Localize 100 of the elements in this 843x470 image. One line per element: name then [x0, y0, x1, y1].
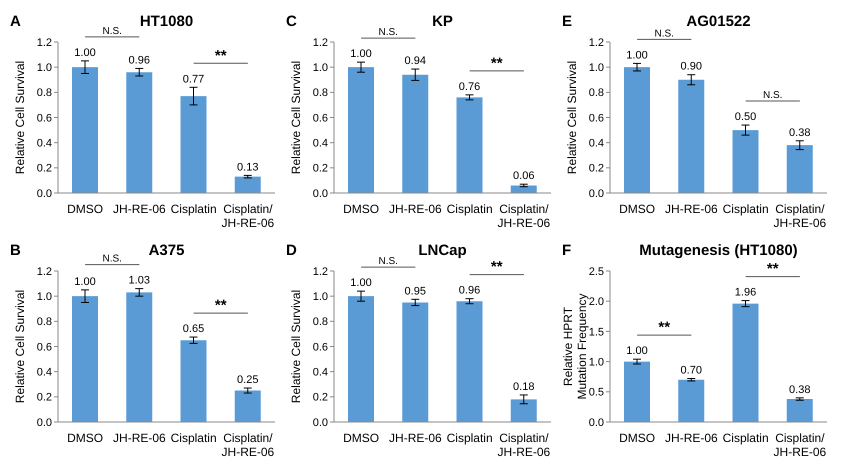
y-tick-label: 1.2 [312, 36, 328, 49]
x-tick-label: Cisplatin [170, 431, 217, 445]
bar [624, 362, 650, 422]
data-label: 0.90 [680, 60, 702, 73]
bar [126, 72, 152, 193]
data-label: 0.65 [182, 323, 204, 336]
bar [180, 340, 206, 422]
data-label: 0.38 [789, 126, 810, 139]
y-tick-label: 0.2 [36, 162, 52, 175]
bar [732, 130, 758, 193]
data-label: 1.96 [734, 286, 756, 299]
text: N.S. [654, 28, 674, 40]
data-label: 0.96 [128, 54, 150, 66]
y-tick-label: 0.4 [36, 366, 52, 379]
x-tick-label: DMSO [343, 202, 380, 216]
data-label: 0.77 [182, 73, 204, 86]
y-tick-label: 0.4 [588, 138, 604, 150]
text: F [562, 242, 572, 259]
data-label: 0.76 [458, 80, 480, 93]
x-tick-label: Cisplatin/JH-RE-06 [774, 202, 827, 230]
data-label: 0.38 [789, 384, 810, 396]
x-tick-label: Cisplatin/JH-RE-06 [774, 431, 827, 459]
y-axis-title: Relative Cell Survival [565, 60, 579, 174]
y-tick-label: 1.2 [588, 36, 604, 49]
y-tick-label: 1.5 [588, 326, 604, 338]
text: D [286, 242, 297, 259]
y-tick-label: 0.6 [36, 112, 52, 124]
text: N.S. [378, 27, 398, 38]
data-label: 0.13 [237, 161, 258, 174]
data-label: 1.00 [626, 345, 648, 358]
bar [348, 67, 374, 193]
y-tick-label: 1.2 [312, 266, 328, 278]
data-label: 1.03 [128, 274, 150, 287]
y-axis-title: Relative Cell Survival [13, 290, 27, 404]
y-tick-label: 0.8 [312, 87, 328, 100]
y-tick-label: 0.0 [312, 188, 328, 200]
data-label: 0.96 [458, 284, 480, 297]
annotation: ** [214, 47, 227, 64]
x-tick-label: DMSO [619, 431, 656, 445]
chart-title: KP [432, 13, 453, 30]
data-label: 0.06 [513, 170, 534, 182]
text: B [10, 242, 21, 259]
y-tick-label: 1.0 [312, 62, 328, 74]
x-tick-label: JH-RE-06 [113, 431, 166, 445]
bar [72, 67, 98, 193]
annotation: ** [490, 54, 503, 72]
bar [510, 399, 537, 422]
x-tick-label: Cisplatin [722, 431, 769, 445]
bar [402, 302, 428, 422]
chart-title: Mutagenesis (HT1080) [639, 242, 798, 259]
text: N.S. [102, 254, 122, 265]
bar [456, 301, 482, 422]
bar [732, 304, 758, 422]
y-tick-label: 0.6 [312, 112, 328, 124]
data-label: 1.00 [350, 48, 372, 60]
y-tick-label: 0.5 [588, 386, 604, 399]
x-tick-label: JH-RE-06 [389, 431, 442, 445]
annotation: ** [214, 297, 227, 314]
bar [456, 97, 482, 193]
y-tick-label: 0.4 [312, 366, 328, 379]
y-tick-label: 1.0 [588, 62, 604, 74]
chart-title: LNCap [418, 242, 467, 259]
bar [678, 380, 704, 422]
data-label: 1.00 [74, 46, 96, 59]
y-tick-label: 0.2 [312, 392, 328, 404]
annotation: ** [658, 319, 670, 336]
text: A [10, 13, 21, 30]
y-axis-title: Relative Cell Survival [289, 60, 303, 174]
y-tick-label: 0.6 [312, 341, 328, 354]
data-label: 0.50 [734, 111, 756, 124]
chart-title: A375 [148, 242, 184, 259]
x-tick-label: Cisplatin/JH-RE-06 [498, 202, 551, 230]
y-tick-label: 0.2 [312, 162, 328, 175]
y-tick-label: 0.0 [588, 188, 604, 200]
y-tick-label: 1.0 [588, 356, 604, 369]
y-tick-label: 0.8 [588, 87, 604, 100]
y-axis-title: Relative Cell Survival [289, 290, 303, 404]
bar [402, 74, 428, 193]
bar [234, 390, 261, 422]
bar [510, 185, 537, 193]
bar [234, 176, 261, 193]
y-tick-label: 1.2 [36, 266, 52, 278]
y-tick-label: 0.6 [588, 112, 604, 124]
y-tick-label: 0.2 [36, 392, 52, 404]
x-tick-label: JH-RE-06 [665, 202, 718, 216]
y-tick-label: 0.4 [312, 138, 328, 150]
y-tick-label: 0.0 [36, 188, 52, 200]
y-tick-label: 0.2 [588, 162, 604, 175]
x-tick-label: JH-RE-06 [665, 431, 718, 445]
chart-title: HT1080 [140, 13, 194, 30]
annotation: N.S. [763, 90, 782, 102]
data-label: 0.18 [513, 380, 534, 393]
bar [72, 296, 98, 422]
bar [180, 96, 206, 193]
x-tick-label: DMSO [67, 202, 104, 216]
y-tick-label: 0.6 [36, 341, 52, 354]
text: C [286, 13, 297, 30]
y-axis-title: Relative Cell Survival [13, 60, 27, 174]
x-tick-label: DMSO [619, 202, 656, 216]
x-tick-label: Cisplatin [446, 202, 493, 216]
